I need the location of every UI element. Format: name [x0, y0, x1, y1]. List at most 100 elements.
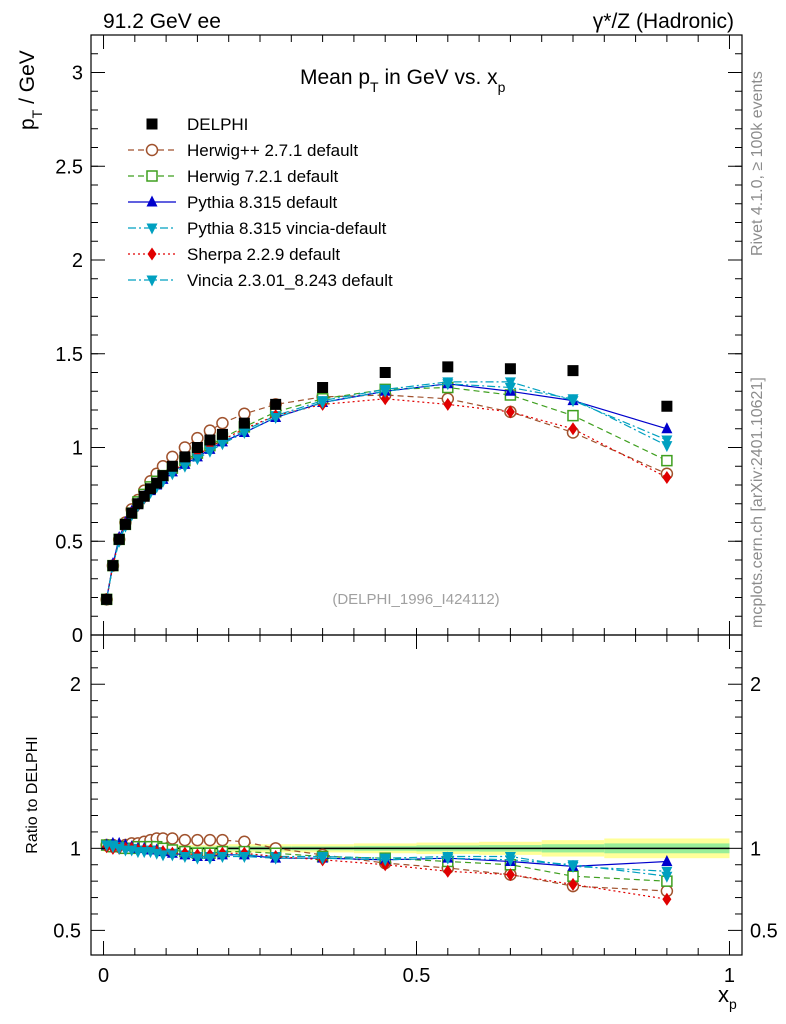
- ratio-point-pythia-8-315-default-22: [661, 854, 673, 866]
- ratio-point-sherpa-2-2-9-default-22: [662, 892, 672, 906]
- ratio-point-vincia-2-3-01-8-243-default-22: [661, 871, 673, 883]
- main-ytick-label-6: 3: [72, 63, 83, 85]
- main-point-delphi-1: [107, 560, 119, 572]
- main-point-delphi-15: [238, 417, 250, 429]
- main-point-delphi-18: [379, 367, 391, 378]
- main-ylabel-part-2: / GeV: [16, 50, 39, 110]
- ratio-point-herwig-2-7-1-default-11: [178, 833, 192, 847]
- ratio-frame: [90, 634, 743, 956]
- legend-label-pythia-8-315-default: Pythia 8.315 default: [187, 193, 338, 212]
- main-point-pythia-8-315-vincia-default-20: [504, 377, 516, 389]
- ratio-point-herwig-2-7-1-default-13: [203, 833, 217, 847]
- ratio-ytick-label-2: 2: [70, 674, 81, 696]
- main-point-vincia-2-3-01-8-243-default-10: [166, 469, 178, 481]
- ratio-ytick-label-0: 0.5: [53, 920, 81, 942]
- ratio-point-vincia-2-3-01-8-243-default-16: [270, 853, 282, 865]
- analysis-watermark: (DELPHI_1996_I424112): [332, 591, 499, 608]
- main-point-delphi-2: [113, 533, 125, 545]
- main-point-sherpa-2-2-9-default-18: [380, 392, 390, 406]
- main-point-herwig-2-7-1-default-10: [166, 450, 179, 464]
- main-line-pythia-8-315-default: [106, 383, 668, 600]
- ratio-point-vincia-2-3-01-8-243-default-10: [166, 850, 178, 862]
- legend-marker-pythia-8-315-default: [146, 195, 158, 207]
- main-ytick-label-1: 0.5: [55, 531, 83, 553]
- main-point-delphi-11: [179, 451, 191, 463]
- ratio-point-sherpa-2-2-9-default-19: [443, 864, 453, 878]
- ratio-point-vincia-2-3-01-8-243-default-17: [317, 853, 329, 865]
- main-ylabel: pT / GeV: [16, 50, 45, 130]
- ratio-xtick-label-1: 0.5: [403, 965, 431, 987]
- main-point-herwig-2-7-1-default-15: [238, 407, 251, 420]
- main-line-pythia-8-315-vincia-default: [106, 381, 668, 600]
- main-ytick-label-0: 0: [72, 625, 83, 647]
- main-line-herwig-7-2-1-default: [106, 386, 668, 600]
- ratio-xlabel: xp: [718, 982, 737, 1012]
- main-point-vincia-2-3-01-8-243-default-18: [379, 386, 391, 398]
- main-point-delphi-19: [442, 361, 454, 373]
- main-point-herwig-2-7-1-default-13: [203, 424, 217, 437]
- main-point-vincia-2-3-01-8-243-default-15: [238, 428, 250, 439]
- main-ytick-label-4: 2: [72, 250, 83, 272]
- main-point-delphi-20: [504, 363, 516, 375]
- legend-marker-delphi: [146, 118, 158, 130]
- legend: DELPHI Herwig++ 2.7.1 default Herwig 7.2.1…: [128, 115, 393, 290]
- chart-title-part-2: in GeV vs. x: [379, 66, 499, 89]
- main-point-delphi-9: [157, 470, 169, 482]
- main-point-pythia-8-315-vincia-default-22: [661, 435, 673, 447]
- ratio-xtick-label-2: 1: [724, 965, 735, 987]
- main-point-vincia-2-3-01-8-243-default-21: [567, 394, 579, 406]
- main-point-vincia-2-3-01-8-243-default-22: [661, 441, 673, 453]
- ratio-point-vincia-2-3-01-8-243-default-21: [567, 860, 579, 872]
- legend-label-pythia-8-315-vincia-default: Pythia 8.315 vincia-default: [187, 219, 387, 238]
- chart-title-sub-2: p: [498, 79, 506, 95]
- ratio-point-vincia-2-3-01-8-243-default-19: [442, 853, 454, 865]
- main-point-delphi-14: [216, 428, 228, 440]
- main-point-delphi-22: [661, 400, 673, 412]
- ratio-xtick-label-0: 0: [98, 965, 109, 987]
- main-point-delphi-12: [191, 442, 203, 453]
- chart-title: Mean pT in GeV vs. xp: [300, 66, 506, 95]
- main-point-delphi-16: [270, 398, 282, 410]
- ratio-ytick-label-right-1: 1: [750, 838, 761, 860]
- main-point-herwig-7-2-1-default-22: [661, 454, 673, 467]
- main-ylabel-sub: T: [29, 109, 45, 118]
- main-point-delphi-21: [567, 365, 579, 377]
- legend-label-herwig-7-2-1-default: Herwig 7.2.1 default: [187, 167, 338, 186]
- rivet-version-text: Rivet 4.1.0, ≥ 100k events: [749, 71, 766, 256]
- main-point-vincia-2-3-01-8-243-default-20: [504, 383, 516, 394]
- ratio-point-vincia-2-3-01-8-243-default-13: [204, 853, 216, 865]
- main-point-vincia-2-3-01-8-243-default-16: [270, 413, 282, 424]
- main-point-delphi-17: [317, 382, 329, 393]
- main-point-herwig-2-7-1-default-12: [191, 431, 204, 445]
- legend-label-herwig-2-7-1-default: Herwig++ 2.7.1 default: [187, 141, 358, 160]
- ratio-point-vincia-2-3-01-8-243-default-11: [179, 852, 191, 864]
- ratio-xlabel-sub: p: [729, 996, 737, 1012]
- ratio-xlabel-part: x: [718, 982, 729, 1007]
- legend-label-sherpa-2-2-9-default: Sherpa 2.2.9 default: [187, 245, 340, 264]
- ratio-point-sherpa-2-2-9-default-20: [505, 868, 515, 882]
- ratio-point-vincia-2-3-01-8-243-default-18: [379, 855, 391, 867]
- ratio-point-vincia-2-3-01-8-243-default-9: [157, 850, 169, 862]
- ratio-point-herwig-2-7-1-default-14: [216, 833, 229, 847]
- main-series-layer: [100, 361, 674, 606]
- ratio-ytick-label-1: 1: [70, 838, 81, 860]
- ratio-point-sherpa-2-2-9-default-21: [568, 877, 578, 891]
- ratio-point-herwig-2-7-1-default-15: [238, 835, 251, 849]
- main-point-delphi-10: [166, 460, 178, 472]
- main-point-vincia-2-3-01-8-243-default-12: [191, 454, 203, 466]
- main-ytick-label-3: 1.5: [55, 344, 83, 366]
- main-point-sherpa-2-2-9-default-20: [505, 405, 515, 419]
- ratio-ytick-label-right-0: 0.5: [750, 920, 778, 942]
- main-point-sherpa-2-2-9-default-19: [443, 397, 453, 411]
- main-point-delphi-7: [144, 483, 156, 495]
- legend-label-vincia-2-3-01-8-243-default: Vincia 2.3.01_8.243 default: [187, 271, 393, 290]
- main-ylabel-part-1: p: [16, 118, 39, 130]
- main-point-vincia-2-3-01-8-243-default-17: [317, 398, 329, 409]
- ratio-ytick-label-right-2: 2: [750, 674, 761, 696]
- main-point-herwig-2-7-1-default-11: [178, 441, 192, 454]
- ratio-point-vincia-2-3-01-8-243-default-12: [191, 853, 203, 865]
- main-point-vincia-2-3-01-8-243-default-19: [442, 379, 454, 391]
- ratio-point-vincia-2-3-01-8-243-default-20: [504, 855, 516, 867]
